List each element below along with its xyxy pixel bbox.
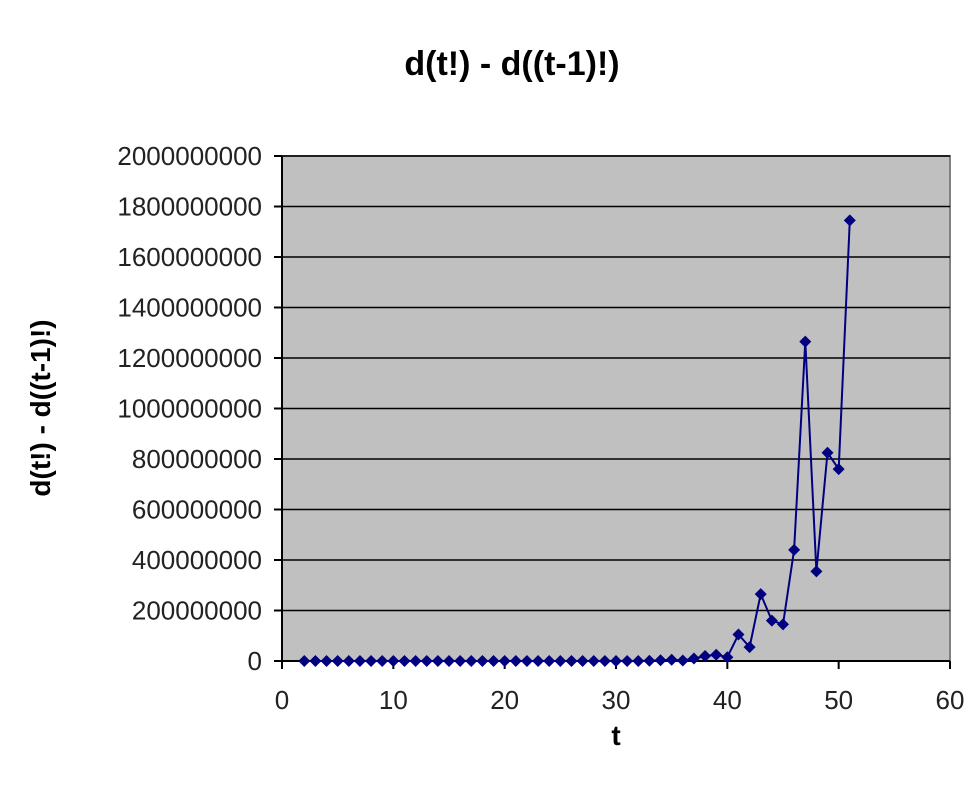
x-tick-label: 10 — [379, 685, 408, 715]
x-tick-label: 20 — [490, 685, 519, 715]
data-point — [409, 655, 422, 667]
chart-title: d(t!) - d((t-1)!) — [404, 45, 619, 83]
y-tick-label: 600000000 — [132, 495, 262, 525]
data-point — [788, 543, 801, 556]
data-point — [342, 655, 355, 667]
data-point — [810, 565, 823, 578]
data-point — [721, 651, 734, 664]
data-point — [732, 628, 745, 641]
y-tick-label: 1000000000 — [117, 394, 262, 424]
y-tick-label: 1200000000 — [117, 343, 262, 373]
y-axis-ticks: 0 200000000 400000000 600000000 800000000 100… — [117, 141, 282, 676]
data-point — [843, 214, 856, 227]
y-tick-label: 0 — [248, 646, 262, 676]
grid-lines — [282, 155, 950, 612]
y-tick-label: 200000000 — [132, 596, 262, 626]
data-point — [743, 641, 756, 654]
data-point — [632, 655, 645, 667]
data-point — [576, 655, 589, 667]
data-point — [654, 654, 667, 667]
data-point — [353, 655, 366, 667]
data-point — [821, 446, 834, 459]
data-point — [454, 655, 467, 667]
data-point — [799, 335, 812, 348]
y-tick-label: 800000000 — [132, 444, 262, 474]
y-tick-label: 2000000000 — [117, 141, 262, 171]
data-point — [398, 655, 411, 667]
data-point — [320, 655, 333, 667]
data-point — [543, 655, 556, 667]
x-tick-label: 50 — [824, 685, 853, 715]
data-point — [710, 648, 723, 661]
data-point — [476, 655, 489, 667]
data-point — [376, 655, 389, 667]
data-point — [465, 655, 478, 667]
data-point — [765, 614, 778, 627]
y-tick-label: 400000000 — [132, 545, 262, 575]
data-point — [665, 653, 678, 666]
data-point — [565, 655, 578, 667]
data-point — [621, 655, 634, 667]
data-point — [498, 655, 511, 667]
x-tick-label: 60 — [936, 685, 965, 715]
data-point — [387, 655, 400, 667]
data-point — [298, 655, 311, 667]
data-point — [676, 654, 689, 667]
data-point — [431, 655, 444, 667]
data-point — [754, 588, 767, 601]
data-series — [298, 214, 856, 667]
data-point — [587, 655, 600, 667]
y-tick-label: 1600000000 — [117, 242, 262, 272]
data-point — [420, 655, 433, 667]
x-tick-label: 30 — [602, 685, 631, 715]
data-point — [643, 654, 656, 667]
data-point — [509, 655, 522, 667]
data-point — [331, 655, 344, 667]
x-axis-ticks: 0 10 20 30 40 50 60 — [275, 661, 965, 715]
data-point — [554, 655, 567, 667]
data-point — [777, 618, 789, 631]
data-point — [687, 652, 700, 665]
data-point — [532, 655, 545, 667]
data-point — [487, 655, 500, 667]
data-point — [309, 655, 322, 667]
x-tick-label: 40 — [713, 685, 742, 715]
data-point — [832, 463, 845, 476]
data-point — [699, 649, 712, 662]
data-point — [610, 655, 622, 667]
data-point — [598, 655, 611, 667]
y-tick-label: 1400000000 — [117, 293, 262, 323]
data-point — [365, 655, 378, 667]
x-axis-title: t — [611, 720, 620, 751]
data-point — [443, 655, 455, 667]
y-axis-title: d(t!) - d((t-1)!) — [25, 319, 56, 496]
y-tick-label: 1800000000 — [117, 192, 262, 222]
x-tick-label: 0 — [275, 685, 289, 715]
data-point — [520, 655, 533, 667]
